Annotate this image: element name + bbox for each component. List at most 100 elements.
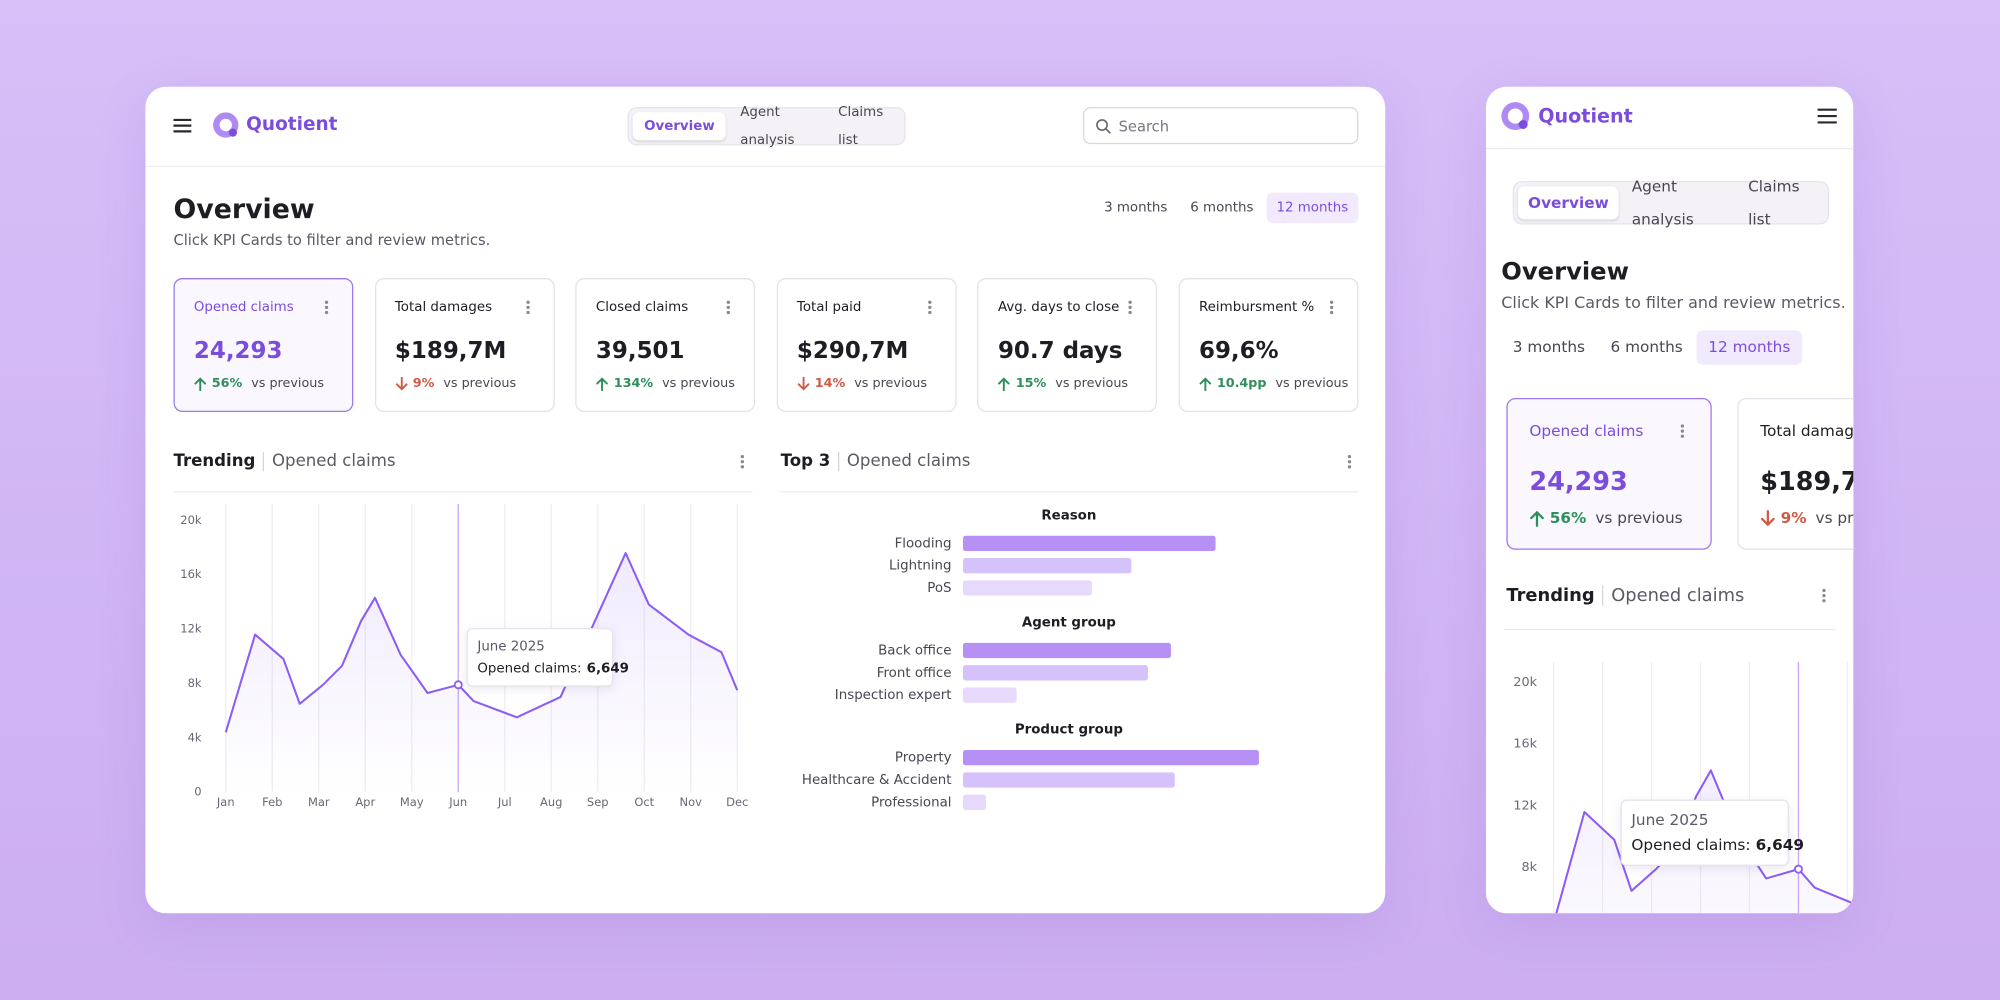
trend-arrow bbox=[797, 376, 810, 391]
kebab-dot bbox=[525, 305, 530, 310]
y-tick-label: 4k bbox=[188, 730, 202, 744]
group-title: Product group bbox=[1015, 723, 1123, 738]
period-button[interactable]: 12 months bbox=[1266, 192, 1359, 224]
kpi-card[interactable]: Opened claims 24,293 56% vs previous bbox=[173, 278, 354, 412]
divider bbox=[173, 491, 753, 493]
header-separator bbox=[1602, 585, 1604, 606]
bar bbox=[963, 772, 1175, 788]
tab[interactable]: Claims list bbox=[1748, 177, 1800, 229]
kebab-dot bbox=[726, 300, 731, 304]
brand-name: Quotient bbox=[1538, 104, 1633, 128]
lens bbox=[1096, 118, 1108, 131]
kebab-dot bbox=[927, 300, 932, 304]
kpi-title: Opened claims bbox=[1529, 422, 1644, 441]
x-tick-label: Sep bbox=[587, 795, 609, 809]
x-tick-label: Jun bbox=[448, 795, 467, 809]
y-tick-label: 20k bbox=[180, 513, 202, 527]
search-placeholder: Search bbox=[1118, 116, 1170, 135]
menu-button[interactable] bbox=[173, 118, 192, 133]
period-button[interactable]: 3 months bbox=[1104, 200, 1168, 216]
tab[interactable]: Agent analysis bbox=[740, 104, 795, 148]
divider bbox=[780, 491, 1359, 493]
chart-header: Top 3 Opened claims bbox=[781, 452, 970, 472]
kebab-menu[interactable] bbox=[1821, 588, 1826, 603]
x-tick-label: Mar bbox=[308, 795, 330, 809]
bar bbox=[963, 642, 1171, 659]
x-tick-label: Aug bbox=[540, 795, 562, 809]
period-button[interactable]: 6 months bbox=[1610, 338, 1683, 356]
period-button[interactable]: 12 months bbox=[1696, 330, 1802, 365]
kpi-comparison: vs previous bbox=[854, 376, 928, 391]
kebab-dot bbox=[927, 310, 932, 315]
period-button[interactable]: 6 months bbox=[1190, 200, 1254, 216]
header-separator bbox=[263, 452, 265, 472]
kebab-dot bbox=[740, 460, 745, 464]
page-subtitle: Click KPI Cards to filter and review met… bbox=[1501, 292, 1846, 312]
bar-label: Lightning bbox=[889, 559, 952, 574]
search-box[interactable]: Search bbox=[1082, 107, 1359, 145]
kpi-card[interactable]: Opened claims 24,293 56% vs previous bbox=[1506, 397, 1712, 550]
tooltip-value: 6,649 bbox=[587, 661, 629, 676]
logo-dot bbox=[228, 128, 237, 137]
kpi-card[interactable]: Closed claims 39,501 134% vs previous bbox=[575, 278, 756, 412]
kpi-value: $189,7M bbox=[394, 337, 507, 365]
kpi-delta: 15% bbox=[1015, 376, 1047, 391]
kpi-card[interactable]: Total damages $189,7M 9% vs previous bbox=[374, 278, 555, 412]
kebab-menu[interactable] bbox=[1347, 454, 1352, 469]
kebab-dot bbox=[726, 310, 731, 315]
trend-arrow bbox=[998, 377, 1011, 391]
kebab-dot bbox=[1347, 460, 1352, 464]
x-tick-label: Feb bbox=[262, 795, 282, 809]
kpi-card[interactable]: Reimbursment % 69,6% 10.4pp vs previous bbox=[1178, 278, 1359, 412]
kpi-value: 24,293 bbox=[1529, 465, 1628, 497]
kpi-title: Reimbursment % bbox=[1198, 299, 1315, 316]
page-title: Overview bbox=[173, 193, 315, 225]
kebab-dot bbox=[927, 305, 932, 310]
y-tick-label: 0 bbox=[194, 785, 201, 799]
kebab-menu[interactable] bbox=[1128, 300, 1133, 315]
x-tick-label: Jan bbox=[216, 795, 235, 809]
tab[interactable]: Claims list bbox=[838, 104, 884, 148]
kpi-delta: 10.4pp bbox=[1216, 376, 1267, 391]
chart-subtitle: Opened claims bbox=[272, 452, 396, 472]
logo-mark bbox=[213, 112, 239, 138]
period-selector: 3 months 6 months 12 months bbox=[1094, 192, 1359, 224]
page-title: Overview bbox=[1501, 257, 1630, 286]
kebab-menu[interactable] bbox=[740, 454, 745, 469]
kpi-comparison: vs previous bbox=[662, 376, 735, 391]
y-tick-label: 16k bbox=[1513, 737, 1537, 752]
kpi-card[interactable]: Total paid $290,7M 14% vs previous bbox=[776, 278, 957, 412]
arrow-path bbox=[797, 376, 810, 391]
kebab-menu[interactable] bbox=[927, 300, 932, 315]
y-tick-label: 12k bbox=[1513, 798, 1537, 813]
tooltip-box bbox=[466, 628, 614, 687]
trend-arrow bbox=[596, 377, 609, 391]
kebab-menu[interactable] bbox=[1329, 300, 1334, 315]
y-tick-label: 20k bbox=[1513, 675, 1537, 690]
period-button[interactable]: 3 months bbox=[1512, 338, 1586, 356]
tab[interactable]: Overview bbox=[632, 112, 727, 141]
kpi-title: Total damages bbox=[1760, 422, 1854, 441]
kpi-comparison: vs previous bbox=[443, 376, 517, 391]
kpi-delta-row: 14% vs previous bbox=[797, 376, 928, 391]
kpi-card[interactable]: Total damages $189,7M 9% vs previous bbox=[1737, 397, 1854, 550]
kpi-card[interactable]: Avg. days to close 90.7 days 15% vs previou… bbox=[977, 278, 1158, 412]
kebab-dot bbox=[324, 300, 329, 304]
menu-button[interactable] bbox=[1817, 108, 1837, 124]
hover-marker bbox=[1794, 864, 1803, 874]
kpi-title: Avg. days to close bbox=[997, 299, 1120, 316]
tooltip-text: Opened claims: 6,649 bbox=[477, 661, 629, 676]
kebab-dot bbox=[324, 310, 329, 315]
chart-subtitle: Opened claims bbox=[1611, 585, 1745, 606]
kebab-menu[interactable] bbox=[1680, 423, 1685, 438]
kebab-menu[interactable] bbox=[324, 300, 329, 315]
kebab-menu[interactable] bbox=[726, 300, 731, 315]
trend-arrow bbox=[194, 377, 207, 391]
tab[interactable]: Agent analysis bbox=[1631, 177, 1694, 229]
y-tick-label: 8k bbox=[188, 676, 202, 690]
tab[interactable]: Overview bbox=[1517, 186, 1619, 220]
kpi-delta: 134% bbox=[613, 376, 654, 391]
kpi-value: $189,7M bbox=[1760, 465, 1853, 497]
arrow-path bbox=[395, 376, 408, 391]
kebab-menu[interactable] bbox=[525, 300, 530, 315]
